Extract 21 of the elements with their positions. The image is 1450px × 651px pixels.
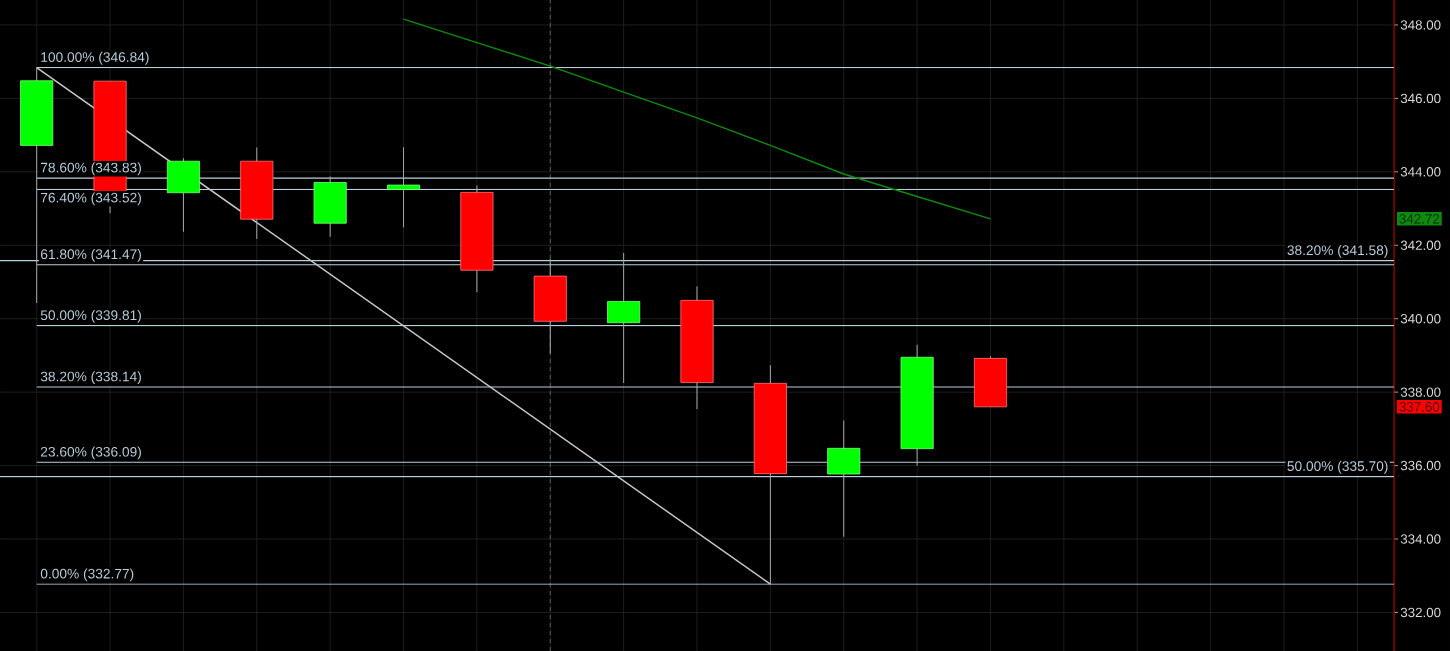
ref-line-label: 0.00% (332.77): [40, 568, 134, 582]
ref-line-label: 61.80% (341.47): [40, 249, 141, 262]
y-tick-label: 342.00: [1400, 240, 1441, 250]
ref-line-label: 78.60% (343.83): [41, 162, 141, 176]
y-tick-label: 344.00: [1400, 167, 1441, 177]
ref-line-label: 76.40% (343.52): [41, 192, 141, 206]
y-tick-label: 332.00: [1400, 607, 1441, 618]
ref-line-label: 38.20% (338.14): [40, 371, 141, 385]
annotation: 38.20% (341.58): [1287, 244, 1388, 258]
annotation: 50.00% (335.70): [1287, 460, 1388, 474]
y-tick-label: 340.00: [1400, 313, 1441, 324]
y-tick-label: 337.60: [1399, 402, 1440, 412]
y-tick-label: 338.00: [1400, 387, 1441, 397]
ref-line-label: 50.00% (339.81): [40, 309, 141, 323]
y-tick-label: 334.00: [1400, 534, 1441, 544]
y-tick-label: 336.00: [1400, 460, 1441, 471]
ref-line-label: 100.00% (346.84): [41, 51, 149, 65]
y-tick-label: 346.00: [1400, 93, 1441, 104]
y-tick-label: 348.00: [1400, 20, 1441, 30]
y-tick-label: 342.72: [1399, 214, 1440, 224]
ref-line-label: 23.60% (336.09): [40, 446, 141, 460]
